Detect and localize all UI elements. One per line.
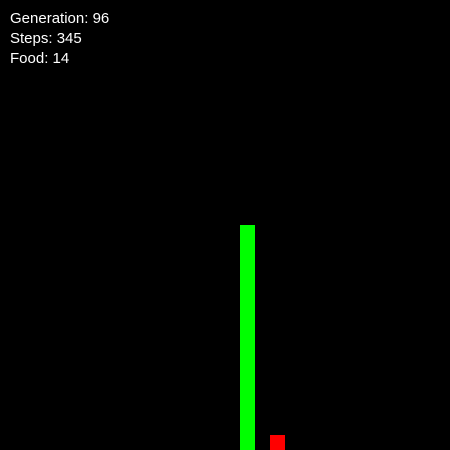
steps-label: Steps: <box>10 30 53 47</box>
generation-line: Generation: 96 <box>10 9 109 29</box>
generation-label: Generation: <box>10 10 89 27</box>
hud-panel: Generation: 96 Steps: 345 Food: 14 <box>10 9 109 69</box>
generation-value: 96 <box>92 10 110 27</box>
food-label: Food: <box>10 50 49 67</box>
food-line: Food: 14 <box>10 49 109 69</box>
snake-body <box>240 225 255 450</box>
food-value: 14 <box>52 50 70 67</box>
steps-line: Steps: 345 <box>10 29 109 49</box>
steps-value: 345 <box>56 30 82 47</box>
food-item <box>270 435 285 450</box>
